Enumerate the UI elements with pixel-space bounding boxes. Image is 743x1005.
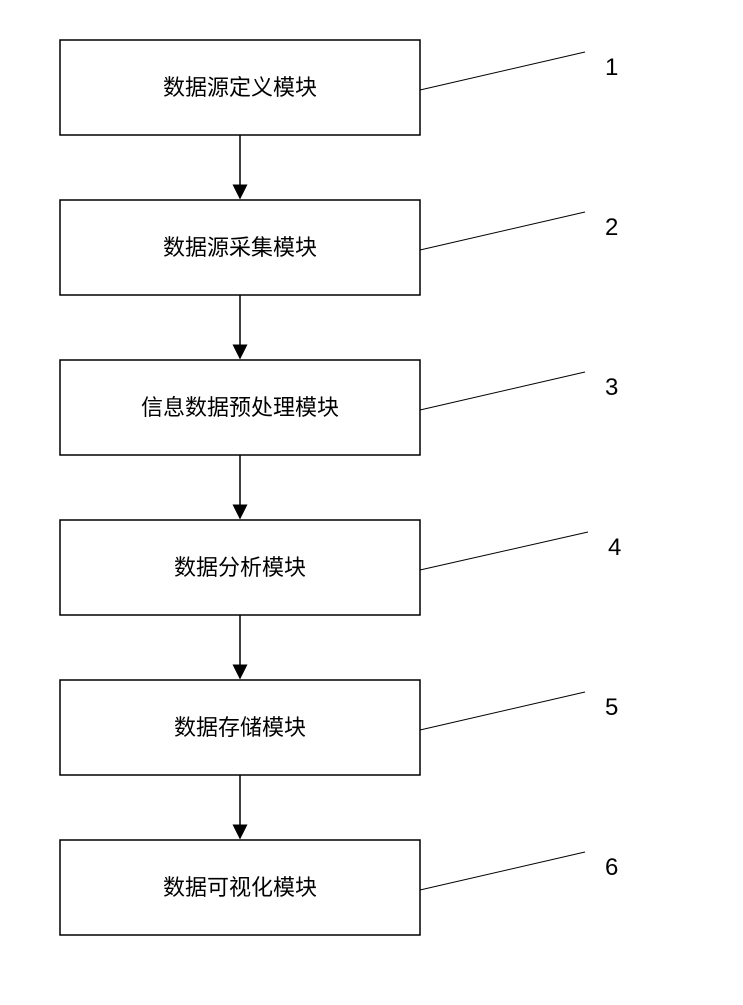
annotation-number: 1 [605,54,618,81]
annotation-leader [420,532,588,570]
annotation-number: 6 [605,854,618,881]
annotation-number: 3 [605,374,618,401]
flow-node-label: 数据可视化模块 [163,875,317,900]
flow-node-label: 数据存储模块 [174,715,306,740]
annotation-leader [420,852,585,890]
annotation-number: 4 [608,534,621,561]
flow-node-label: 数据分析模块 [174,555,306,580]
annotation-number: 5 [605,694,618,721]
flowchart-diagram: 数据源定义模块 1 数据源采集模块 2 信息数据预处理模块 3 数据分析模块 4 数据存储模块 5… [0,0,743,1000]
annotation-leader [420,372,585,410]
flow-node-label: 数据源采集模块 [163,235,317,260]
flow-node-label: 信息数据预处理模块 [141,395,339,420]
annotation-leader [420,692,585,730]
flowchart-svg: 数据源定义模块 1 数据源采集模块 2 信息数据预处理模块 3 数据分析模块 4 数据存储模块 5… [0,0,743,1000]
annotation-leader [420,52,585,90]
flow-node-label: 数据源定义模块 [163,75,317,100]
annotation-leader [420,212,585,250]
annotation-number: 2 [605,214,618,241]
